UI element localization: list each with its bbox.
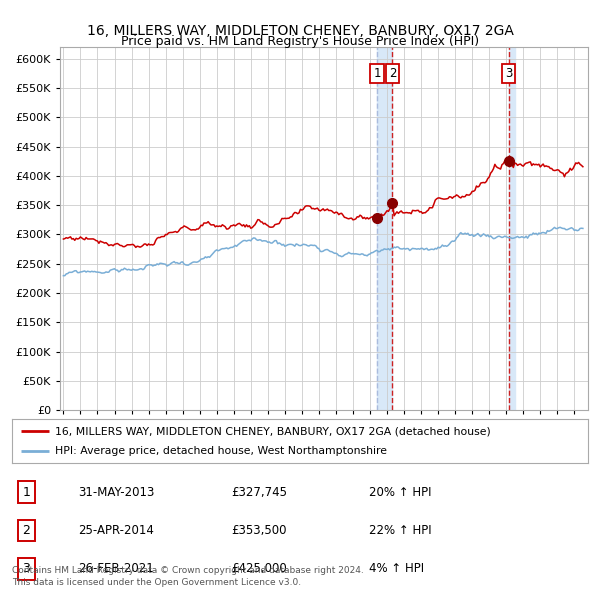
Text: 3: 3 bbox=[22, 562, 31, 575]
Text: 2: 2 bbox=[389, 67, 396, 80]
Text: £425,000: £425,000 bbox=[231, 562, 287, 575]
Text: 1: 1 bbox=[373, 67, 381, 80]
Text: 31-MAY-2013: 31-MAY-2013 bbox=[78, 486, 155, 499]
Text: 1: 1 bbox=[22, 486, 31, 499]
Text: 4% ↑ HPI: 4% ↑ HPI bbox=[369, 562, 424, 575]
Bar bbox=[509, 47, 515, 410]
Text: 22% ↑ HPI: 22% ↑ HPI bbox=[369, 524, 432, 537]
Text: 3: 3 bbox=[505, 67, 512, 80]
Text: Contains HM Land Registry data © Crown copyright and database right 2024.
This d: Contains HM Land Registry data © Crown c… bbox=[12, 566, 364, 587]
Bar bbox=[377, 47, 392, 410]
Text: 16, MILLERS WAY, MIDDLETON CHENEY, BANBURY, OX17 2GA: 16, MILLERS WAY, MIDDLETON CHENEY, BANBU… bbox=[86, 24, 514, 38]
Text: HPI: Average price, detached house, West Northamptonshire: HPI: Average price, detached house, West… bbox=[55, 446, 387, 456]
Text: £353,500: £353,500 bbox=[231, 524, 286, 537]
Text: 25-APR-2014: 25-APR-2014 bbox=[78, 524, 154, 537]
Text: 2: 2 bbox=[22, 524, 31, 537]
Text: 20% ↑ HPI: 20% ↑ HPI bbox=[369, 486, 431, 499]
Text: £327,745: £327,745 bbox=[231, 486, 287, 499]
Text: 16, MILLERS WAY, MIDDLETON CHENEY, BANBURY, OX17 2GA (detached house): 16, MILLERS WAY, MIDDLETON CHENEY, BANBU… bbox=[55, 427, 491, 436]
Text: Price paid vs. HM Land Registry's House Price Index (HPI): Price paid vs. HM Land Registry's House … bbox=[121, 35, 479, 48]
Text: 26-FEB-2021: 26-FEB-2021 bbox=[78, 562, 154, 575]
